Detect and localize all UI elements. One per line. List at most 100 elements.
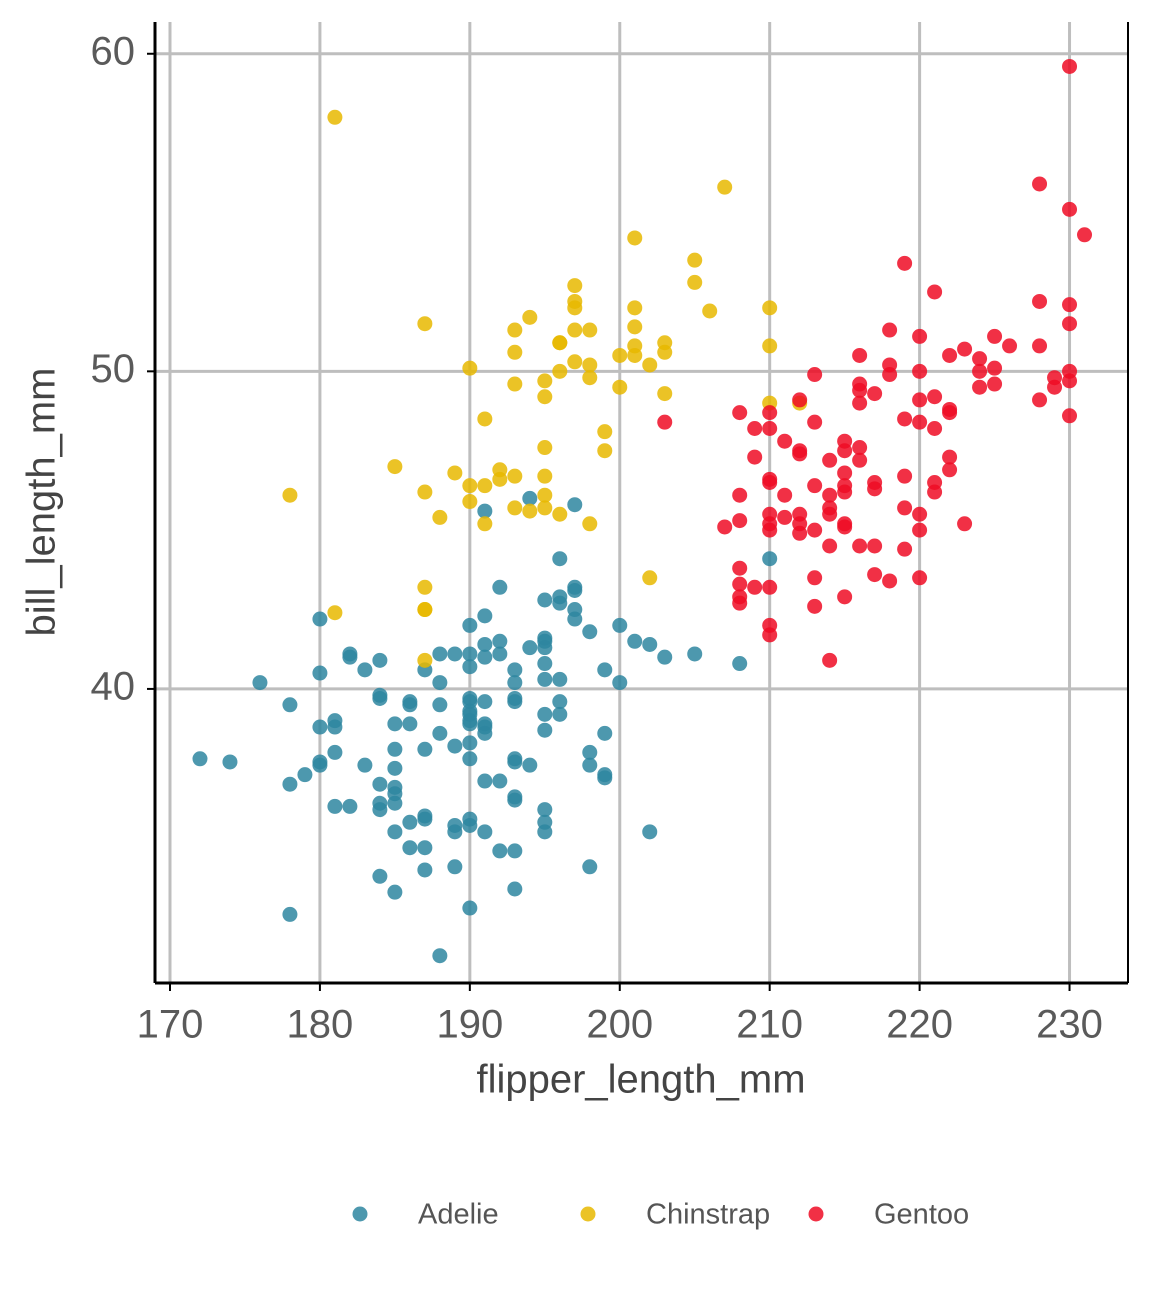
point xyxy=(567,354,583,370)
point xyxy=(942,462,958,478)
legend-marker xyxy=(808,1206,824,1222)
point xyxy=(372,652,388,668)
point xyxy=(762,300,778,316)
point xyxy=(477,636,493,652)
point xyxy=(462,735,478,751)
y-tick-label: 50 xyxy=(91,347,136,391)
point xyxy=(507,468,523,484)
point xyxy=(537,440,553,456)
point xyxy=(1047,379,1063,395)
point xyxy=(822,452,838,468)
point xyxy=(687,252,703,268)
point xyxy=(327,109,343,125)
point xyxy=(387,716,403,732)
point xyxy=(327,798,343,814)
point xyxy=(342,649,358,665)
point xyxy=(912,522,928,538)
point xyxy=(507,344,523,360)
point xyxy=(732,487,748,503)
point xyxy=(222,754,238,770)
point xyxy=(522,490,538,506)
point xyxy=(537,487,553,503)
point xyxy=(537,500,553,516)
point xyxy=(762,338,778,354)
point xyxy=(612,617,628,633)
point xyxy=(432,675,448,691)
point xyxy=(627,230,643,246)
legend-label: Chinstrap xyxy=(646,1199,770,1231)
point xyxy=(372,690,388,706)
point xyxy=(732,560,748,576)
point xyxy=(507,662,523,678)
point xyxy=(447,738,463,754)
point xyxy=(462,617,478,633)
point xyxy=(1032,293,1048,309)
point xyxy=(417,862,433,878)
point xyxy=(432,697,448,713)
point xyxy=(372,776,388,792)
point xyxy=(882,573,898,589)
point xyxy=(537,373,553,389)
point xyxy=(762,405,778,421)
point xyxy=(957,516,973,532)
point xyxy=(777,487,793,503)
point xyxy=(657,344,673,360)
point xyxy=(312,719,328,735)
point xyxy=(852,452,868,468)
point xyxy=(477,649,493,665)
point xyxy=(462,360,478,376)
point xyxy=(462,659,478,675)
point xyxy=(582,624,598,640)
point xyxy=(912,506,928,522)
point xyxy=(402,697,418,713)
point xyxy=(972,351,988,367)
y-axis-title: bill_length_mm xyxy=(20,367,64,636)
point xyxy=(462,478,478,494)
point xyxy=(432,509,448,525)
legend-label: Adelie xyxy=(418,1199,499,1231)
point xyxy=(417,811,433,827)
point xyxy=(852,440,868,456)
point xyxy=(777,433,793,449)
point xyxy=(1032,392,1048,408)
point xyxy=(567,582,583,598)
point xyxy=(492,843,508,859)
point xyxy=(402,716,418,732)
point xyxy=(642,636,658,652)
point xyxy=(387,795,403,811)
x-tick-label: 210 xyxy=(736,1003,803,1047)
point xyxy=(507,675,523,691)
point xyxy=(732,595,748,611)
point xyxy=(522,503,538,519)
point xyxy=(762,579,778,595)
point xyxy=(747,449,763,465)
point xyxy=(327,605,343,621)
point xyxy=(627,319,643,335)
point xyxy=(777,509,793,525)
point xyxy=(507,881,523,897)
point xyxy=(657,649,673,665)
point xyxy=(402,814,418,830)
point xyxy=(477,478,493,494)
x-tick-label: 190 xyxy=(436,1003,503,1047)
point xyxy=(582,322,598,338)
point xyxy=(627,633,643,649)
point xyxy=(1032,176,1048,192)
point xyxy=(762,627,778,643)
point xyxy=(732,576,748,592)
x-tick-label: 230 xyxy=(1036,1003,1103,1047)
point xyxy=(192,751,208,767)
point xyxy=(507,792,523,808)
point xyxy=(957,341,973,357)
point xyxy=(702,303,718,319)
point xyxy=(612,347,628,363)
point xyxy=(567,278,583,294)
point xyxy=(942,449,958,465)
point xyxy=(477,608,493,624)
point xyxy=(567,611,583,627)
point xyxy=(417,741,433,757)
point xyxy=(447,859,463,875)
point xyxy=(312,611,328,627)
point xyxy=(582,357,598,373)
point xyxy=(642,357,658,373)
